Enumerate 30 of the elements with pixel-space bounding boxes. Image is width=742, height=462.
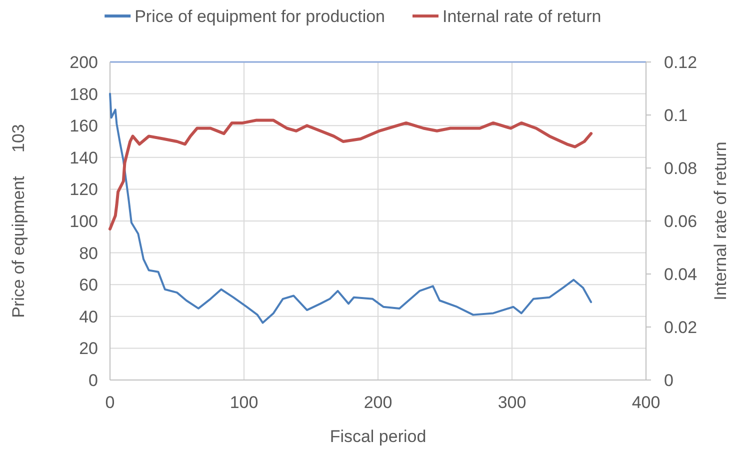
x-tick-label: 0 (105, 393, 115, 412)
y-tick-label: 0 (88, 370, 98, 390)
y-tick-label: 140 (70, 148, 98, 168)
y2-axis-title: Internal rate of return (711, 142, 730, 300)
x-tick-label: 400 (632, 393, 660, 412)
y2-tick-label: 0.02 (664, 318, 698, 337)
y-tick-label: 100 (70, 212, 98, 231)
y-tick-label: 120 (70, 180, 98, 200)
y-tick-label: 180 (70, 84, 98, 104)
y2-tick-label: 0.08 (664, 158, 698, 178)
legend-label: Internal rate of return (442, 7, 602, 26)
x-tick-label: 200 (364, 393, 392, 412)
y2-tick-label: 0 (664, 370, 674, 390)
x-tick-label: 300 (498, 393, 526, 412)
y-tick-label: 160 (70, 116, 98, 136)
y-tick-label: 40 (79, 307, 98, 326)
line-series (108, 118, 593, 230)
line-series (109, 92, 592, 324)
y2-tick-label: 0.12 (664, 52, 698, 72)
y2-tick-label: 0.1 (664, 106, 688, 125)
y-tick-label: 80 (79, 244, 98, 263)
y2-tick-label: 0.04 (664, 264, 698, 284)
legend-label: Price of equipment for production (134, 7, 386, 26)
y-axis-title: Price of equipment 103 (9, 124, 28, 318)
y-tick-label: 60 (79, 276, 98, 295)
y-tick-label: 200 (70, 52, 98, 72)
x-tick-label: 100 (230, 393, 258, 412)
x-axis-title: Fiscal period (330, 427, 426, 446)
y-tick-label: 20 (79, 339, 98, 358)
y2-tick-label: 0.06 (664, 212, 698, 231)
